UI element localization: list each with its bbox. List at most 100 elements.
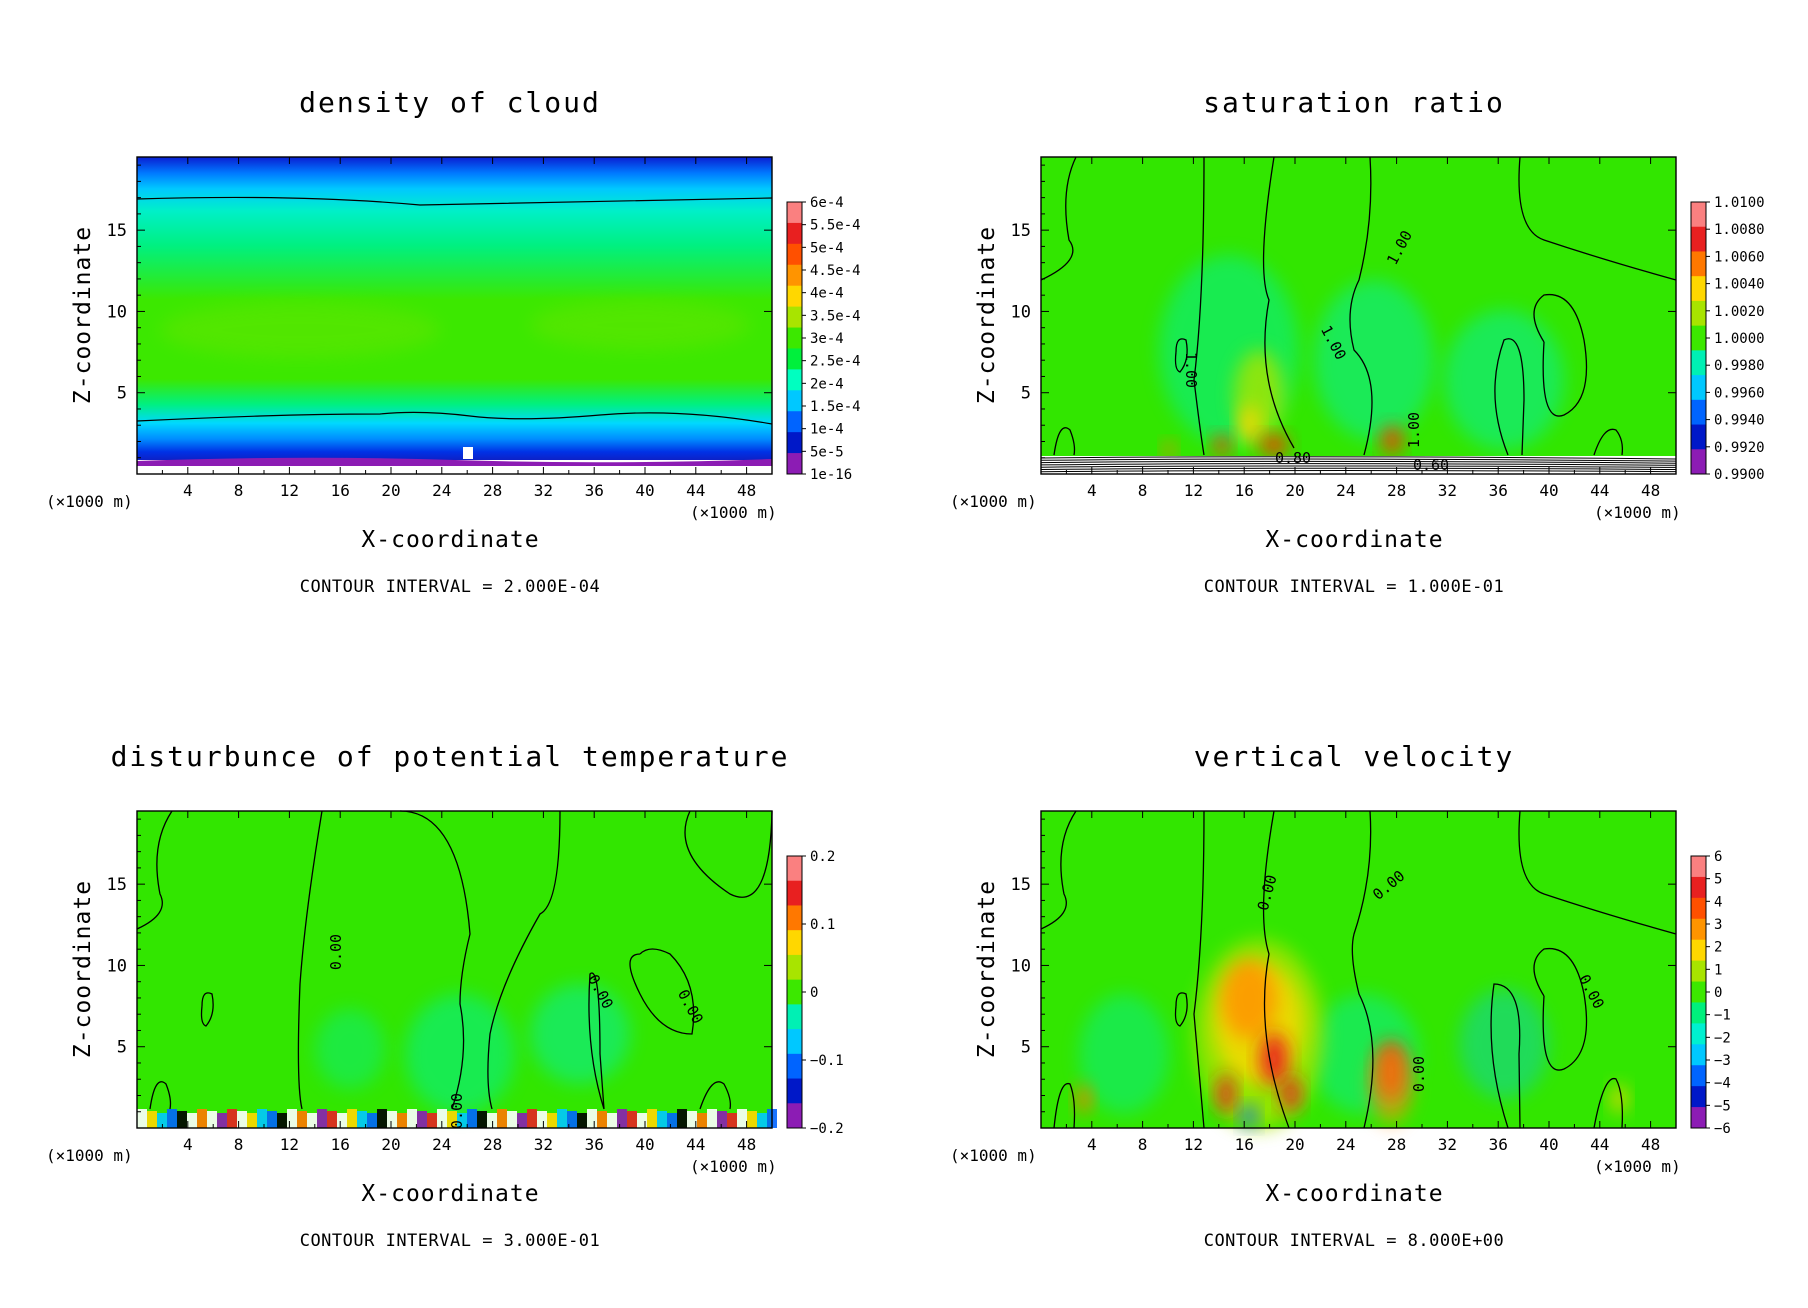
- plot-frame: [136, 156, 773, 475]
- colorbar-swatch: [787, 243, 802, 266]
- field-noise-cell: [337, 1113, 347, 1128]
- field-noise-cell: [287, 1109, 297, 1128]
- colorbar-label: 1e-16: [810, 467, 852, 483]
- colorbar-swatch: [787, 930, 802, 956]
- contour-line: [1533, 293, 1588, 417]
- x-tick-label: 8: [234, 1135, 244, 1154]
- chart-panel-vertical-velocity: vertical velocity 0.00 0.00 0.00 0.00 4 8 12 16…: [904, 654, 1804, 1304]
- chart-panel-cloud-density: density of cloud 4 8 12 16 20 24 28 32 36 40 44 48 5…: [0, 0, 900, 650]
- y-tick-label: 10: [1011, 956, 1031, 976]
- colorbar-swatch: [1691, 1002, 1706, 1024]
- x-tick-label: 12: [1184, 1135, 1203, 1154]
- colorbar-label: 4: [1714, 894, 1722, 910]
- x-tick-label: 32: [534, 481, 553, 500]
- chart-svg: 1.001.001.001.000.80 0.604 8 12 16 20 24 28 32 36…: [950, 156, 1765, 553]
- x-tick-label: 20: [381, 1135, 400, 1154]
- field-noise-cell: [637, 1113, 647, 1128]
- x-tick-label: 32: [1438, 481, 1457, 500]
- field-noise-cell: [747, 1111, 757, 1128]
- chart-title: saturation ratio: [1203, 86, 1505, 119]
- chart-title: density of cloud: [299, 86, 601, 119]
- colorbar-label: 3e-4: [810, 331, 844, 347]
- contour-line: [1518, 810, 1677, 935]
- field-noise-cell: [587, 1109, 597, 1128]
- contour-line: [1593, 428, 1624, 456]
- contour-line: [1593, 1078, 1624, 1129]
- x-unit-label: (×1000 m): [690, 1157, 777, 1176]
- y-tick-label: 15: [1011, 875, 1031, 895]
- contour-line: [1351, 810, 1374, 1129]
- colorbar-swatch: [787, 285, 802, 308]
- x-tick-label: 32: [534, 1135, 553, 1154]
- contour-label: 0.00: [327, 934, 345, 970]
- field-noise-cell: [607, 1113, 617, 1128]
- field-noise-cell: [257, 1109, 267, 1128]
- x-tick-label: 16: [1235, 481, 1254, 500]
- field-blob: [530, 984, 630, 1084]
- contour-line: [1262, 810, 1290, 1129]
- plot-frame: [1040, 810, 1677, 1129]
- contour-label: 1.00: [1182, 352, 1200, 388]
- field-noise-cell: [477, 1111, 487, 1128]
- contour-line: [1040, 463, 1677, 466]
- x-tick-label: 12: [280, 481, 299, 500]
- colorbar-swatch: [787, 905, 802, 931]
- x-unit-label: (×1000 m): [1594, 1157, 1681, 1176]
- x-tick-label: 16: [331, 1135, 350, 1154]
- contour-line: [629, 948, 695, 1035]
- field-band: [137, 457, 772, 466]
- y-tick-label: 10: [107, 956, 127, 976]
- x-tick-label: 8: [1138, 481, 1148, 500]
- field-noise-cell: [147, 1111, 157, 1128]
- colorbar-swatch: [1691, 202, 1706, 228]
- contour-line: [1494, 338, 1525, 456]
- field-noise-cell: [687, 1111, 697, 1128]
- colorbar-label: −3: [1714, 1053, 1731, 1069]
- colorbar-swatch: [1691, 918, 1706, 941]
- y-tick-label: 15: [107, 875, 127, 895]
- contour-line: [1053, 1082, 1076, 1129]
- colorbar-swatch: [1691, 939, 1706, 962]
- y-axis-label: Z-coordinate: [974, 880, 1000, 1058]
- field-noise-cell: [277, 1113, 287, 1128]
- field-noise-cell: [267, 1111, 277, 1128]
- field-noise-cell: [657, 1111, 667, 1128]
- x-tick-label: 8: [1138, 1135, 1148, 1154]
- field-blob: [1281, 1076, 1301, 1112]
- contour-line: [1040, 467, 1677, 470]
- field-blob: [1459, 989, 1549, 1099]
- y-axis-label: Z-coordinate: [70, 226, 96, 404]
- colorbar-swatch: [787, 264, 802, 287]
- x-tick-label: 4: [1087, 1135, 1097, 1154]
- x-tick-label: 44: [686, 1135, 705, 1154]
- colorbar-swatch: [787, 306, 802, 329]
- field-noise-cell: [737, 1109, 747, 1128]
- x-tick-label: 28: [1387, 1135, 1406, 1154]
- x-axis-label: X-coordinate: [361, 1181, 539, 1207]
- colorbar-label: 1.5e-4: [810, 399, 861, 415]
- colorbar-label: 1.0020: [1714, 304, 1765, 320]
- contour-line: [149, 1081, 172, 1110]
- chart-panel-potential-temperature: disturbunce of potential temperature 0.0…: [0, 654, 900, 1304]
- colorbar-label: 2: [1714, 940, 1722, 956]
- contour-line: [297, 810, 323, 1110]
- colorbar-label: 0.9980: [1714, 358, 1765, 374]
- colorbar-swatch: [1691, 424, 1706, 450]
- x-tick-label: 24: [1336, 1135, 1355, 1154]
- field-noise-cell: [487, 1113, 497, 1128]
- field-noise-cell: [167, 1109, 177, 1128]
- colorbar-label: 2e-4: [810, 376, 844, 392]
- x-tick-label: 44: [1590, 1135, 1609, 1154]
- x-tick-label: 44: [1590, 481, 1609, 500]
- field-blob: [1239, 405, 1259, 445]
- field-noise-cell: [537, 1111, 547, 1128]
- contour-line: [1349, 156, 1373, 456]
- x-tick-label: 4: [183, 481, 193, 500]
- colorbar-label: 1.0060: [1714, 249, 1765, 265]
- chart-panel-saturation-ratio: saturation ratio 1.00 1.00 1.00 1.00 0.80 0.6…: [904, 0, 1804, 650]
- x-tick-label: 44: [686, 481, 705, 500]
- colorbar-label: 0: [810, 985, 818, 1001]
- x-tick-label: 24: [432, 1135, 451, 1154]
- x-tick-label: 40: [1539, 1135, 1558, 1154]
